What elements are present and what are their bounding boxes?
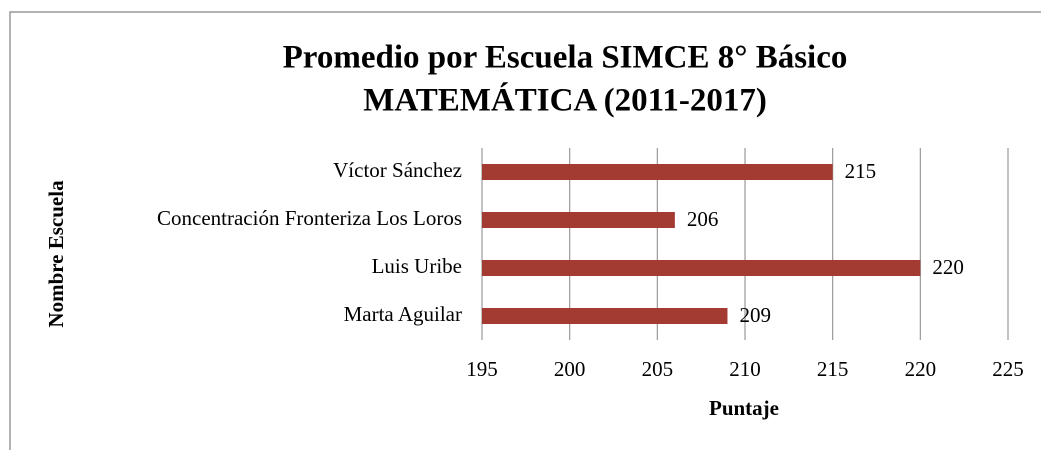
data-label: 215 [845,159,877,183]
y-tick-label: Víctor Sánchez [333,158,462,182]
bar [482,164,833,180]
y-axis-label: Nombre Escuela [44,180,68,328]
y-tick-label: Concentración Fronteriza Los Loros [157,206,462,230]
x-tick-label: 205 [642,357,674,381]
data-label: 209 [739,303,771,327]
data-label: 206 [687,207,719,231]
x-tick-label: 200 [554,357,586,381]
x-axis-label: Puntaje [709,396,779,420]
bar [482,308,728,324]
chart-title: Promedio por Escuela SIMCE 8° Básico [283,40,848,76]
frame [9,11,1041,450]
data-label: 220 [932,255,964,279]
x-tick-label: 220 [905,357,937,381]
chart-title: MATEMÁTICA (2011-2017) [363,82,767,119]
bar [482,212,675,228]
x-tick-label: 210 [729,357,761,381]
y-tick-label: Marta Aguilar [344,302,462,326]
x-tick-label: 225 [992,357,1024,381]
x-tick-label: 215 [817,357,849,381]
y-tick-label: Luis Uribe [372,254,462,278]
bar [482,260,921,276]
x-tick-label: 195 [466,357,498,381]
